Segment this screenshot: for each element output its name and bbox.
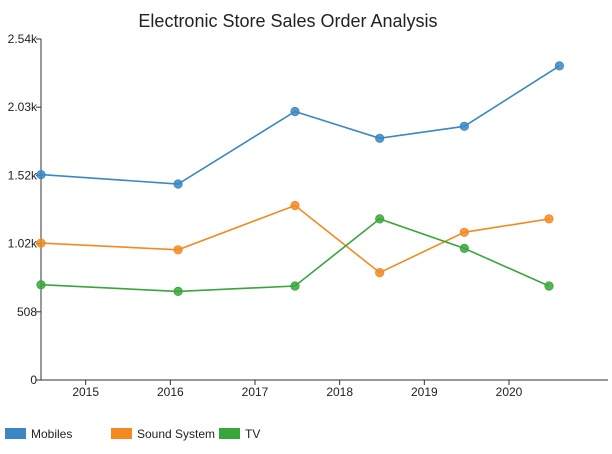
x-tick-label: 2017 [242,385,269,399]
data-point[interactable] [290,106,300,117]
y-tick-label: 2.54k [8,32,38,46]
legend-label: Sound System [137,427,215,441]
y-tick-label: 0 [30,373,37,387]
data-point[interactable] [173,179,183,189]
legend-label: Mobiles [31,427,72,441]
data-point[interactable] [173,286,183,296]
data-point[interactable] [459,243,469,253]
x-axis-ticks: 2015 2016 2017 2018 2019 2020 [72,380,523,399]
y-tick-label: 1.52k [8,168,38,182]
legend: Mobiles Sound System TV [5,427,260,441]
y-tick-label: 2.03k [8,100,38,114]
series-line [40,204,550,274]
series-line [40,65,560,185]
x-tick-label: 2016 [157,385,184,399]
data-point[interactable] [544,214,554,224]
data-point[interactable] [173,245,183,255]
y-axis-ticks: 0 508 1.02k 1.52k 2.03k 2.54k [8,32,41,387]
data-point[interactable] [36,238,46,248]
x-tick-label: 2020 [496,385,523,399]
series-layer [36,61,565,296]
data-point[interactable] [375,133,385,143]
data-point[interactable] [36,170,46,180]
data-point[interactable] [544,281,554,291]
x-tick-label: 2015 [72,385,99,399]
data-point[interactable] [290,281,300,291]
data-point[interactable] [36,280,46,290]
y-tick-label: 1.02k [8,237,38,251]
data-point[interactable] [459,227,469,237]
data-point[interactable] [459,121,469,131]
series-line [40,217,550,293]
data-point[interactable] [375,214,385,224]
x-tick-label: 2019 [411,385,438,399]
chart-title: Electronic Store Sales Order Analysis [138,11,437,31]
legend-label: TV [245,427,260,441]
data-point[interactable] [375,267,385,278]
legend-swatch [5,428,26,439]
x-tick-label: 2018 [326,385,353,399]
legend-swatch [111,428,132,439]
legend-swatch [219,428,240,439]
data-point[interactable] [554,61,565,71]
data-point[interactable] [290,200,300,211]
y-tick-label: 508 [17,305,37,319]
